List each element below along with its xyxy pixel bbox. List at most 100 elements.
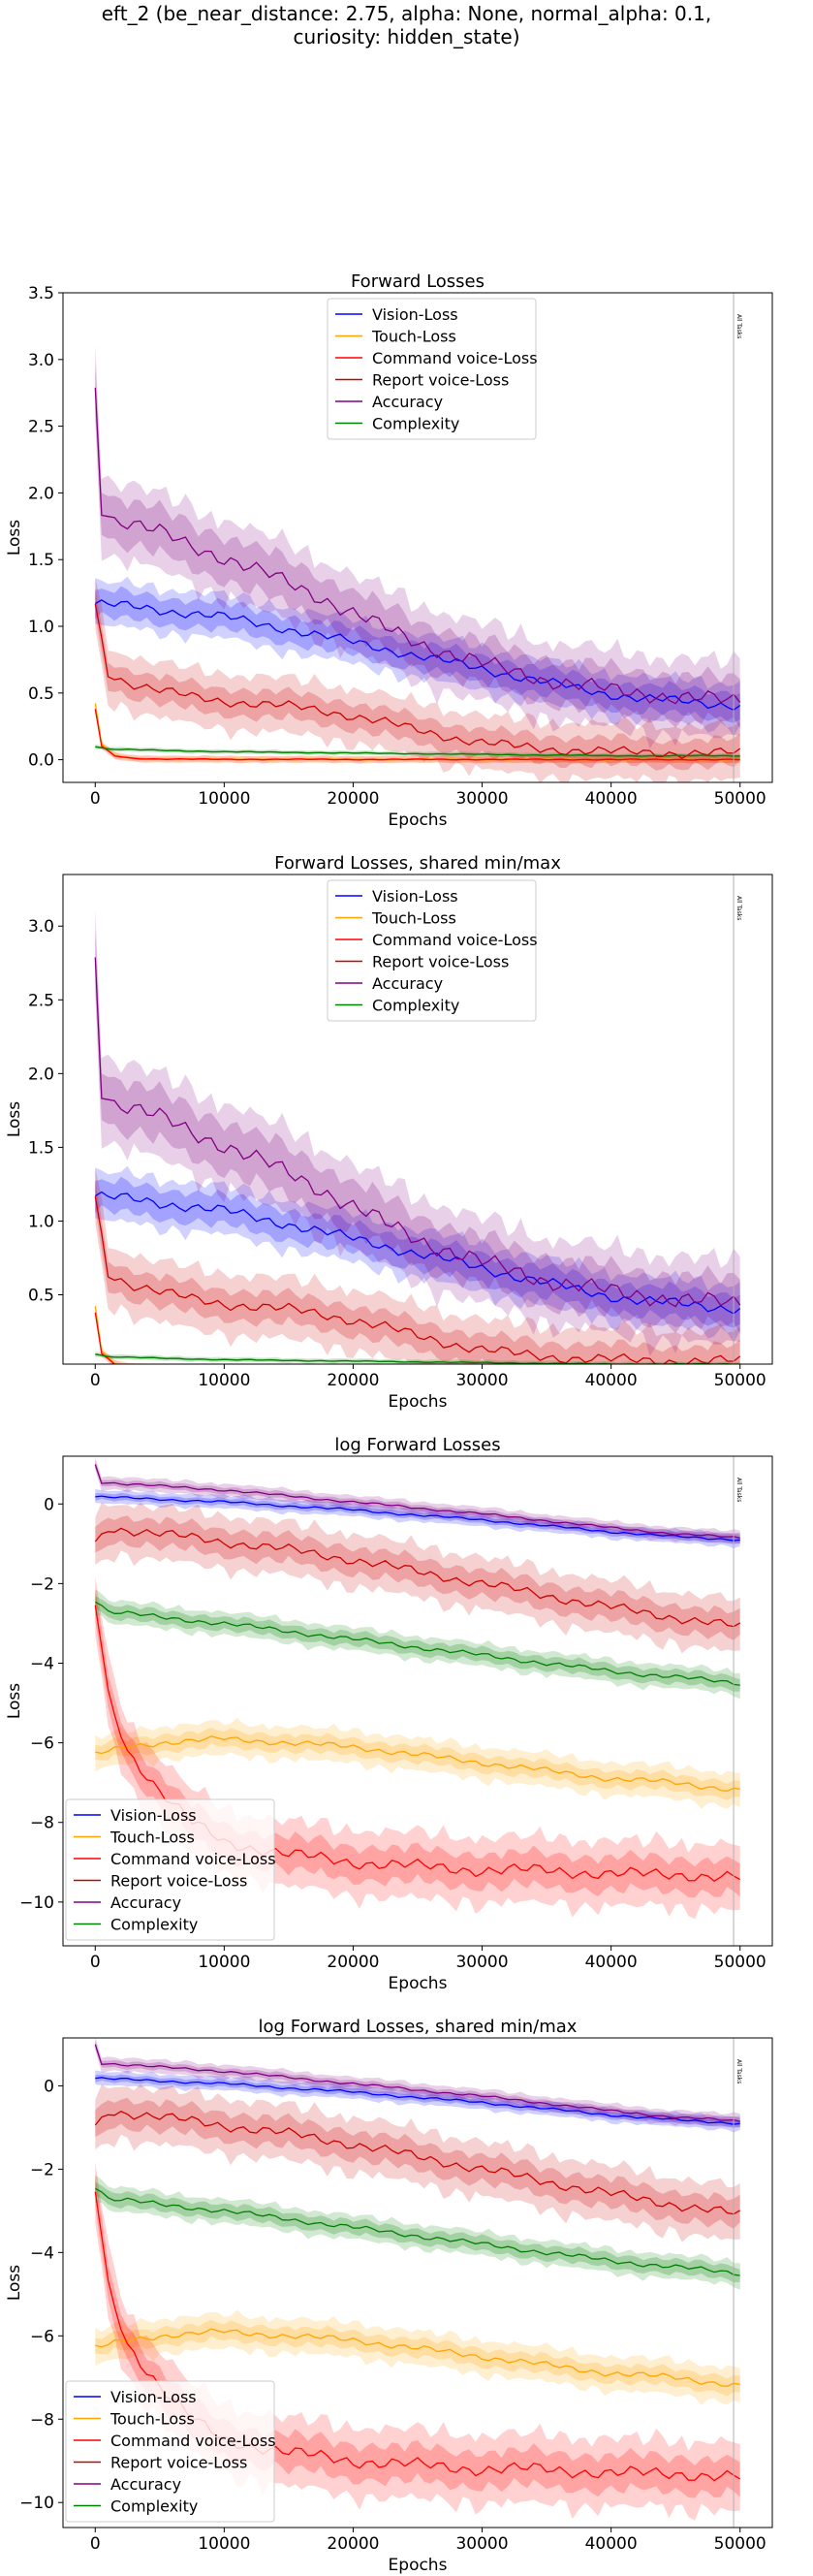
x-axis-label: Epochs <box>389 1974 448 1993</box>
y-tick-label: 0.0 <box>28 751 54 771</box>
y-tick-label: 1.5 <box>28 551 54 570</box>
series-band <box>95 1589 740 1898</box>
x-tick-label: 40000 <box>585 2534 638 2554</box>
series-band <box>95 363 740 729</box>
x-tick-label: 0 <box>90 789 101 809</box>
x-tick-label: 50000 <box>714 789 766 809</box>
y-tick-label: −6 <box>30 2327 54 2346</box>
legend-entry: Vision-Loss <box>372 305 458 324</box>
legend-entry: Report voice-Loss <box>372 953 509 971</box>
legend: Vision-Loss Touch-Loss Command voice-Loss R… <box>327 298 538 440</box>
series-band <box>95 909 740 1356</box>
y-tick-label: 0 <box>44 2077 54 2096</box>
legend-box <box>65 1798 275 1941</box>
y-tick-label: −2 <box>30 2160 54 2179</box>
y-tick-label: −4 <box>30 2243 54 2263</box>
x-axis-label: Epochs <box>389 2556 448 2575</box>
series-band <box>95 1352 740 1364</box>
chart-title: Forward Losses, shared min/max <box>274 853 561 874</box>
series-band <box>95 1180 740 1364</box>
series-band <box>95 2181 740 2282</box>
y-tick-label: 3.0 <box>28 917 54 937</box>
y-axis-label: Loss <box>5 520 24 556</box>
task-boundary-label: All Tasks <box>735 896 742 920</box>
x-tick-label: 10000 <box>198 1371 250 1390</box>
x-tick-label: 0 <box>90 2534 101 2554</box>
series-line <box>95 1735 740 1792</box>
x-tick-label: 40000 <box>585 789 638 809</box>
x-tick-label: 40000 <box>585 1953 638 1972</box>
series-band <box>95 1456 740 1544</box>
y-tick-label: 1.0 <box>28 1212 54 1231</box>
series-band <box>95 1489 740 1549</box>
y-tick-label: −8 <box>30 1814 54 1833</box>
x-tick-label: 30000 <box>455 2534 508 2554</box>
y-tick-label: 0.5 <box>28 1287 54 1306</box>
series-band <box>95 2319 740 2397</box>
series-line <box>94 1191 741 1315</box>
y-tick-label: −10 <box>19 1893 54 1913</box>
series-line <box>94 1527 741 1628</box>
plot-area <box>94 909 741 1364</box>
legend-entry: Report voice-Loss <box>372 371 509 390</box>
x-axis-label: Epochs <box>389 1392 448 1412</box>
x-tick-label: 10000 <box>198 789 250 809</box>
series-line <box>95 2328 740 2387</box>
legend-entry: Accuracy <box>110 1893 181 1912</box>
task-boundary-label: All Tasks <box>735 314 742 338</box>
series-band <box>95 2083 740 2242</box>
axes-frame <box>62 292 773 783</box>
series-line <box>94 2187 740 2276</box>
series-band <box>95 1515 740 1640</box>
chart-panel-2: Forward Losses, shared min/max All Tasks 0… <box>5 853 773 1412</box>
y-tick-label: 2.0 <box>28 1065 54 1084</box>
chart-title: Forward Losses <box>351 271 485 292</box>
x-tick-label: 50000 <box>714 2534 766 2554</box>
series-line <box>94 2110 741 2215</box>
series-band <box>95 700 740 764</box>
figure-title: eft_2 (be_near_distance: 2.75, alpha: No… <box>0 2 813 48</box>
legend-entry: Complexity <box>110 1916 198 1934</box>
plot-area <box>94 344 741 782</box>
chart-panel-3: log Forward Losses All Tasks 0 10000 20000 30… <box>5 1435 773 1993</box>
legend: Vision-Loss Touch-Loss Command voice-Loss R… <box>65 1798 276 1941</box>
series-band <box>95 1589 740 1700</box>
legend: Vision-Loss Touch-Loss Command voice-Loss R… <box>65 2380 276 2523</box>
legend-entry: Accuracy <box>110 2475 181 2494</box>
x-tick-label: 0 <box>90 1953 101 1972</box>
series-line <box>95 746 740 757</box>
series-band <box>95 1168 740 1364</box>
series-line <box>94 709 740 761</box>
legend-entry: Complexity <box>372 415 459 433</box>
y-tick-label: 0 <box>44 1495 54 1514</box>
y-tick-label: −4 <box>30 1654 54 1673</box>
y-tick-label: 2.5 <box>28 418 54 437</box>
legend-entry: Accuracy <box>372 974 443 993</box>
series-band <box>95 588 740 771</box>
x-tick-label: 40000 <box>585 1371 638 1390</box>
legend-entry: Command voice-Loss <box>110 2432 276 2450</box>
legend-entry: Touch-Loss <box>109 1829 195 1847</box>
axes-frame <box>62 1455 773 1947</box>
x-tick-label: 20000 <box>327 1371 379 1390</box>
y-axis-label: Loss <box>5 1683 24 1719</box>
y-tick-label: 1.0 <box>28 618 54 637</box>
task-boundary-label: All Tasks <box>735 2059 742 2083</box>
legend-entry: Vision-Loss <box>110 2388 197 2406</box>
legend-box <box>327 879 537 1022</box>
legend-entry: Report voice-Loss <box>110 2454 247 2472</box>
chart-panel-4: log Forward Losses, shared min/max All Ta… <box>5 2017 773 2575</box>
series-band <box>95 2038 740 2128</box>
y-axis-label: Loss <box>5 2265 24 2301</box>
series-band <box>95 344 740 748</box>
y-tick-label: −8 <box>30 2410 54 2430</box>
chart-title: log Forward Losses <box>334 1435 500 1455</box>
legend-entry: Accuracy <box>372 393 443 411</box>
series-band <box>95 1165 740 1343</box>
legend-entry: Command voice-Loss <box>110 1850 276 1868</box>
x-tick-label: 10000 <box>198 2534 250 2554</box>
y-tick-label: 1.5 <box>28 1138 54 1158</box>
figure-title-line-2: curiosity: hidden_state) <box>293 25 520 48</box>
x-tick-label: 20000 <box>327 789 379 809</box>
series-line <box>94 1601 740 1686</box>
